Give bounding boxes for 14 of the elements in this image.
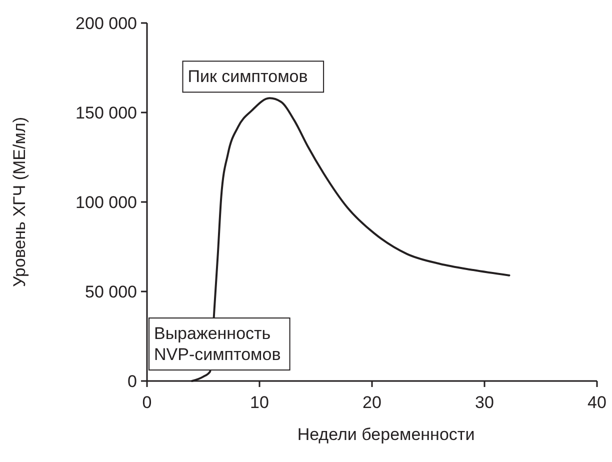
x-tick-label: 0: [142, 393, 152, 412]
x-tick-label: 10: [250, 393, 269, 412]
y-tick-label: 100 000: [76, 192, 137, 212]
x-axis-title: Недели беременности: [297, 425, 475, 444]
y-tick-label: 150 000: [76, 103, 137, 122]
x-tick-label: 40: [588, 393, 606, 412]
y-tick-label: 0: [128, 372, 137, 391]
y-tick-label: 200 000: [76, 14, 137, 33]
annotation: Пик симптомов: [188, 67, 308, 86]
y-tick-label: 50 000: [85, 282, 137, 302]
y-axis-title: Уровень ХГЧ (МЕ/мл): [10, 117, 29, 287]
x-tick-label: 30: [475, 393, 494, 412]
annotation: Выраженность NVP-симптомов: [154, 324, 281, 364]
x-tick-label: 20: [362, 393, 382, 412]
